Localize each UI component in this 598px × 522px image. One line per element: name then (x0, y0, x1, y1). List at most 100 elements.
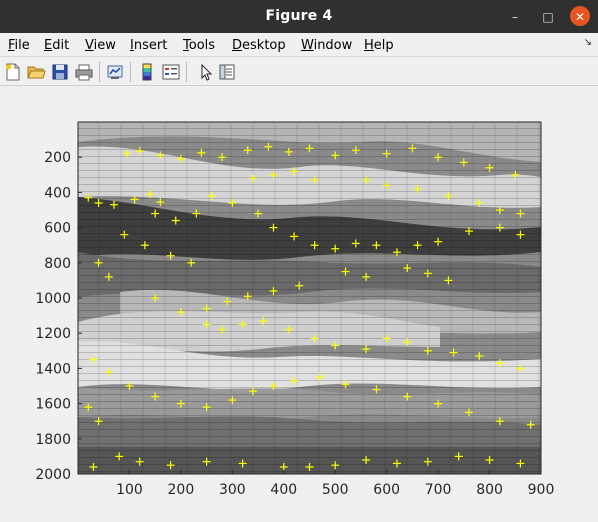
data-point (89, 355, 98, 364)
data-point (526, 420, 535, 429)
data-point (444, 191, 453, 200)
data-point (269, 223, 278, 232)
data-point (166, 251, 175, 260)
data-point (516, 364, 525, 373)
insert-legend-icon[interactable] (161, 62, 181, 82)
data-point (284, 325, 293, 334)
data-point (362, 176, 371, 185)
data-point (423, 269, 432, 278)
data-point (218, 325, 227, 334)
link-plot-icon[interactable] (105, 62, 125, 82)
data-point (408, 144, 417, 153)
x-tick-label: 900 (528, 482, 555, 498)
print-icon[interactable] (74, 62, 94, 82)
data-point (151, 294, 160, 302)
data-point (449, 348, 458, 357)
data-point (89, 462, 98, 471)
axes[interactable]: 200 400 600 800 1000 1200 1400 1600 1800 2000 100… (0, 87, 598, 522)
data-point (495, 206, 504, 214)
y-tick-label: 400 (44, 185, 71, 201)
data-point (135, 147, 144, 156)
x-tick-label: 700 (425, 482, 452, 498)
data-point (94, 198, 103, 207)
data-point (248, 174, 257, 183)
data-point (228, 198, 237, 207)
data-point (372, 385, 381, 394)
data-point (516, 209, 525, 218)
close-button[interactable]: ✕ (570, 6, 590, 26)
data-point (122, 149, 131, 158)
menu-window[interactable]: Window (301, 38, 353, 53)
y-tick-label: 1800 (35, 432, 71, 448)
data-point (464, 408, 473, 417)
data-point (284, 147, 293, 156)
data-point (382, 149, 391, 158)
data-point (243, 146, 252, 155)
data-point (475, 352, 484, 361)
y-axis: 200 400 600 800 1000 1200 1400 1600 1800 2000 (35, 150, 82, 483)
data-point (176, 154, 185, 163)
data-point (290, 232, 299, 241)
new-figure-icon[interactable] (3, 62, 23, 82)
toolbar-separator (186, 62, 187, 82)
menu-view[interactable]: View (85, 38, 116, 53)
data-point (176, 399, 185, 408)
menu-file[interactable]: File (8, 38, 30, 53)
data-point (192, 209, 201, 218)
data-point (135, 457, 144, 466)
data-point (202, 457, 211, 466)
data-point (151, 392, 160, 401)
dock-arrow-icon[interactable]: ↘ (583, 37, 592, 48)
data-point (341, 267, 350, 276)
data-point (151, 209, 160, 218)
y-tick-label: 800 (44, 256, 71, 272)
data-point (110, 200, 119, 209)
open-file-icon[interactable] (26, 62, 46, 82)
menu-edit[interactable]: Edit (44, 38, 70, 53)
data-point (218, 153, 227, 162)
data-point (295, 281, 304, 290)
data-point (331, 341, 340, 350)
data-point (454, 452, 463, 461)
data-point (362, 345, 371, 354)
property-inspector-icon[interactable] (217, 62, 237, 82)
minimize-button[interactable]: – (505, 6, 525, 26)
menu-help[interactable]: Help (364, 38, 394, 53)
data-point (423, 346, 432, 355)
data-point (264, 142, 273, 151)
data-point (351, 146, 360, 155)
data-point (125, 382, 134, 390)
data-point (156, 198, 165, 207)
data-point (202, 320, 211, 329)
x-axis: 100 200 300 400 500 600 700 800 900 (116, 470, 554, 498)
edit-plot-pointer-icon[interactable] (196, 62, 216, 82)
data-point (485, 163, 494, 172)
y-tick-label: 600 (44, 221, 71, 237)
maximize-button[interactable]: □ (538, 6, 558, 26)
x-tick-label: 500 (322, 482, 349, 498)
menu-desktop[interactable]: Desktop (232, 38, 286, 53)
data-point (305, 144, 314, 153)
data-point (516, 230, 525, 239)
data-point (495, 359, 504, 368)
data-point (248, 387, 257, 396)
menu-insert[interactable]: Insert (130, 38, 168, 53)
background-image (78, 122, 541, 474)
y-tick-label: 1400 (35, 361, 71, 377)
data-point (187, 258, 196, 267)
window-titlebar: Figure 4 – □ ✕ (0, 0, 598, 33)
data-point (238, 320, 247, 329)
menu-tools[interactable]: Tools (183, 38, 216, 53)
data-point (310, 334, 319, 343)
data-point (382, 181, 391, 190)
data-point (140, 241, 149, 250)
window-title: Figure 4 (265, 8, 333, 24)
data-point (171, 216, 180, 225)
data-point (511, 170, 520, 179)
figure-canvas[interactable]: 200 400 600 800 1000 1200 1400 1600 1800 2000 100… (0, 87, 598, 522)
data-point (146, 190, 155, 199)
insert-colorbar-icon[interactable] (137, 62, 157, 82)
data-point (104, 272, 113, 281)
save-icon[interactable] (50, 62, 70, 82)
data-point (202, 304, 211, 313)
